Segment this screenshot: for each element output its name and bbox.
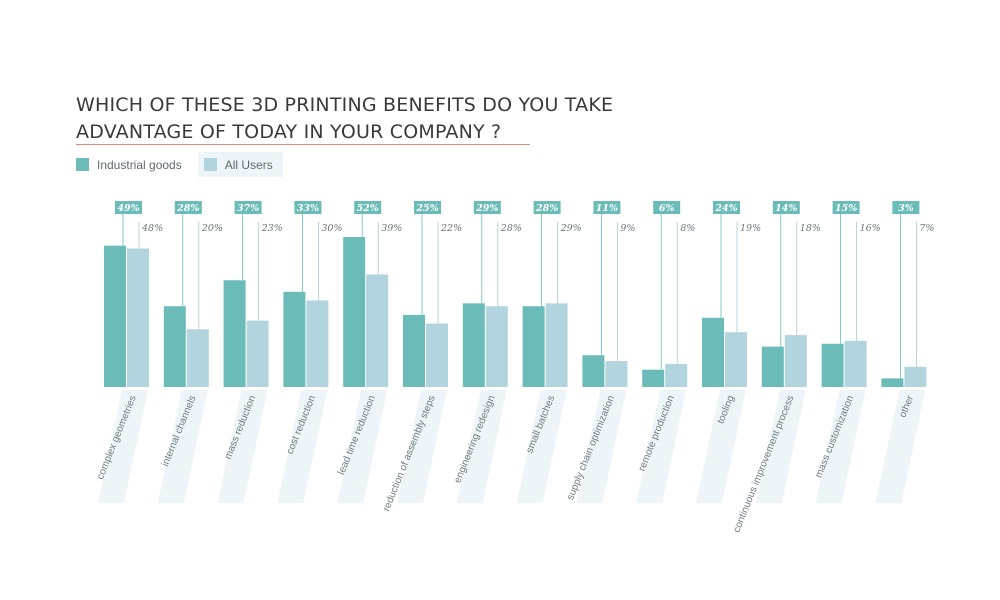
bar-all-users [306, 300, 329, 387]
value-label-industrial-goods: 52% [357, 203, 379, 214]
value-label-box-industrial-goods [772, 201, 800, 214]
value-label-all-users: 16% [860, 223, 881, 234]
value-label-box-industrial-goods [832, 201, 860, 214]
value-label-box-industrial-goods [115, 201, 142, 214]
value-label-all-users: 23% [261, 223, 283, 234]
value-label-industrial-goods: 49% [117, 203, 139, 214]
bar-all-users [725, 332, 747, 387]
bar-all-users [844, 340, 867, 387]
value-label-box-industrial-goods [234, 201, 262, 214]
value-label-box-industrial-goods [533, 201, 561, 214]
bar-all-users [784, 335, 807, 387]
bar-all-users [127, 248, 149, 387]
bar-all-users [904, 366, 927, 387]
legend-item-industrial-goods: Industrial goods [76, 152, 192, 177]
category-stripe [277, 390, 328, 503]
chart-title: WHICH OF THESE 3D PRINTING BENEFITS DO Y… [76, 92, 676, 146]
value-label-industrial-goods: 37% [237, 203, 259, 214]
legend-label-all-users: All Users [224, 157, 273, 172]
bar-all-users [186, 329, 209, 387]
bar-all-users [605, 361, 628, 387]
value-label-box-industrial-goods [713, 201, 740, 214]
bar-all-users [246, 320, 269, 387]
bar-industrial-goods [223, 280, 246, 387]
category-stripe [696, 390, 746, 503]
bar-industrial-goods [522, 306, 545, 387]
value-label-box-industrial-goods [593, 201, 621, 214]
legend-swatch-industrial-goods [76, 158, 89, 171]
value-label-box-industrial-goods [354, 201, 382, 214]
bar-industrial-goods [462, 303, 485, 387]
value-label-all-users: 29% [560, 223, 582, 234]
value-label-industrial-goods: 29% [475, 203, 498, 214]
bar-industrial-goods [582, 355, 605, 387]
category-stripe [98, 390, 148, 503]
value-label-box-industrial-goods [414, 201, 441, 214]
value-label-box-industrial-goods [473, 201, 501, 214]
bar-all-users [545, 303, 568, 387]
title-underline [76, 144, 530, 145]
value-label-industrial-goods: 24% [714, 203, 737, 214]
bar-industrial-goods [881, 378, 904, 387]
bar-industrial-goods [702, 317, 724, 387]
value-label-industrial-goods: 14% [775, 203, 797, 214]
category-stripe [456, 390, 507, 503]
value-label-industrial-goods: 15% [835, 203, 857, 214]
value-label-all-users: 18% [800, 223, 821, 234]
value-label-all-users: 28% [500, 223, 522, 234]
value-label-industrial-goods: 33% [297, 203, 319, 214]
legend-swatch-all-users [203, 158, 217, 171]
value-label-all-users: 19% [740, 223, 761, 234]
value-label-industrial-goods: 11% [596, 203, 618, 214]
value-label-all-users: 20% [201, 223, 223, 234]
value-label-industrial-goods: 6% [659, 203, 675, 214]
category-stripe [755, 390, 806, 503]
value-label-all-users: 39% [381, 223, 402, 234]
value-label-all-users: 9% [620, 223, 635, 234]
value-label-all-users: 30% [321, 223, 342, 234]
category-stripe [516, 390, 567, 503]
category-stripe [576, 390, 627, 503]
bar-all-users [366, 274, 389, 387]
bar-industrial-goods [104, 245, 126, 387]
chart-title-line-2: ADVANTAGE OF TODAY IN YOUR COMPANY ? [76, 121, 502, 143]
value-label-industrial-goods: 25% [415, 203, 438, 214]
category-stripe [397, 390, 447, 503]
legend-item-all-users: All Users [197, 152, 283, 177]
bar-industrial-goods [403, 314, 425, 387]
value-label-all-users: 48% [141, 223, 163, 234]
bar-all-users [485, 306, 508, 387]
category-stripe [875, 390, 926, 503]
bar-industrial-goods [821, 343, 844, 387]
value-label-industrial-goods: 3% [898, 203, 914, 214]
bar-all-users [426, 323, 448, 387]
value-label-all-users: 22% [440, 223, 462, 234]
category-stripe [815, 390, 866, 503]
category-stripe [217, 390, 268, 503]
bar-all-users [665, 363, 688, 387]
chart-title-line-1: WHICH OF THESE 3D PRINTING BENEFITS DO Y… [76, 94, 614, 116]
bar-industrial-goods [283, 291, 306, 387]
category-stripe [157, 390, 208, 503]
chart-legend: Industrial goods All Users [76, 152, 283, 177]
value-label-box-industrial-goods [892, 201, 920, 214]
value-label-all-users: 8% [680, 223, 695, 234]
value-label-industrial-goods: 28% [176, 203, 199, 214]
value-label-box-industrial-goods [174, 201, 202, 214]
bar-industrial-goods [343, 237, 366, 387]
legend-label-industrial-goods: Industrial goods [97, 157, 182, 172]
value-label-industrial-goods: 28% [535, 203, 558, 214]
bar-industrial-goods [163, 306, 186, 387]
category-stripe [636, 390, 687, 503]
bar-industrial-goods [642, 369, 665, 387]
category-stripe [337, 390, 388, 503]
bar-industrial-goods [761, 346, 784, 387]
value-label-all-users: 7% [919, 223, 934, 234]
value-label-box-industrial-goods [294, 201, 322, 214]
value-label-box-industrial-goods [653, 201, 681, 214]
